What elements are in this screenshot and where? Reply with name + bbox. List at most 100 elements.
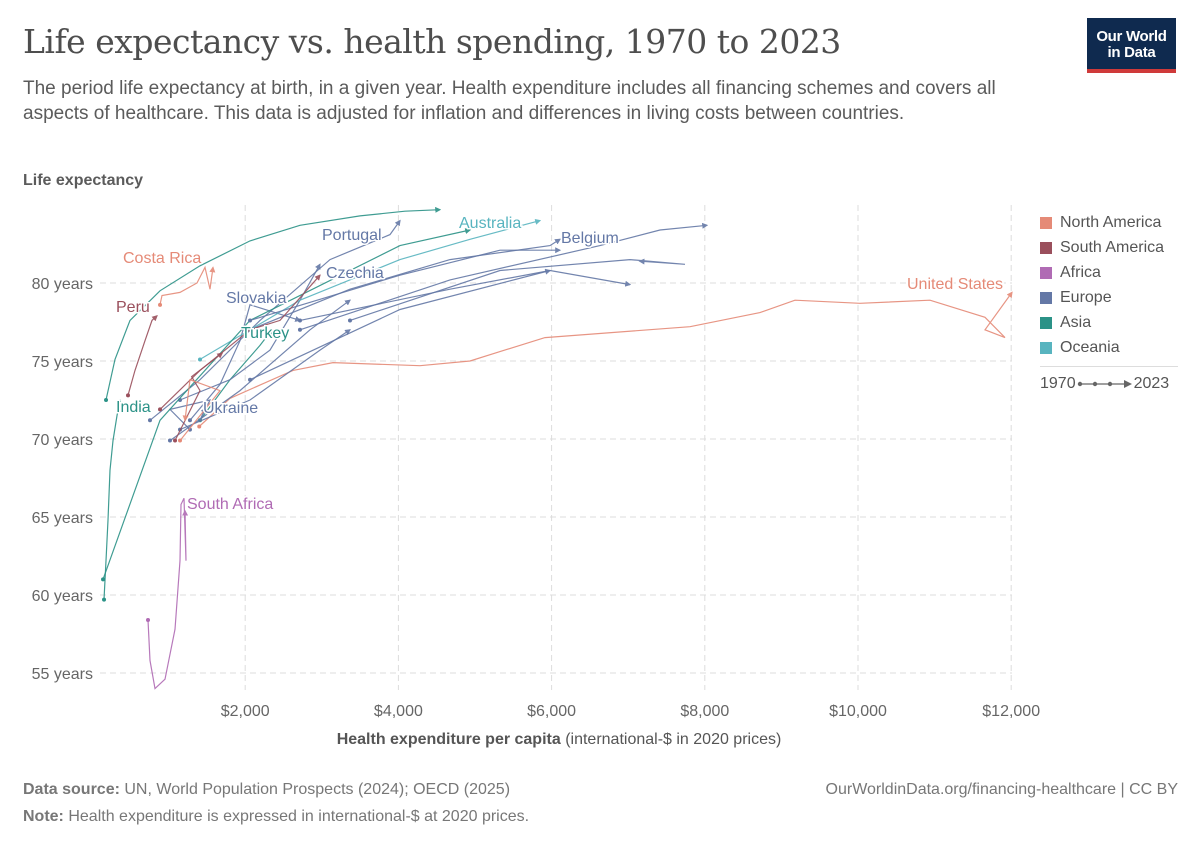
peru-start-point xyxy=(126,393,131,398)
legend-label: North America xyxy=(1060,213,1162,231)
time-start: 1970 xyxy=(1040,375,1076,392)
x-tick-label: $2,000 xyxy=(221,703,270,720)
legend-item-europe[interactable]: Europe xyxy=(1040,285,1178,310)
india-label: India xyxy=(116,399,151,416)
x-axis-label-units: (international-$ in 2020 prices) xyxy=(560,731,782,748)
portugal-line xyxy=(149,219,401,421)
legend-item-north-america[interactable]: North America xyxy=(1040,210,1178,235)
y-tick-label: 55 years xyxy=(32,666,93,683)
legend-item-oceania[interactable]: Oceania xyxy=(1040,335,1178,360)
portugal-label: Portugal xyxy=(322,227,382,244)
turkey-label: Turkey xyxy=(241,325,289,342)
series-14-start-point xyxy=(297,327,302,332)
chart-title: Life expectancy vs. health spending, 197… xyxy=(23,22,841,61)
y-tick-label: 75 years xyxy=(32,354,93,371)
x-tick-label: $10,000 xyxy=(829,703,887,720)
x-tick-label: $8,000 xyxy=(680,703,729,720)
legend-label: Africa xyxy=(1060,263,1101,281)
series-19-line xyxy=(169,299,351,442)
ukraine-line xyxy=(168,399,212,431)
logo-line-1: Our World xyxy=(1096,28,1167,45)
y-tick-label: 65 years xyxy=(32,510,93,527)
slovakia-start-point xyxy=(187,418,192,423)
costa-rica-label: Costa Rica xyxy=(123,250,201,267)
series-13-start-point xyxy=(101,577,106,582)
costa-rica-start-point xyxy=(158,302,163,307)
south-africa-start-point xyxy=(145,617,150,622)
costa-rica-line xyxy=(159,265,216,305)
legend-swatch xyxy=(1040,266,1052,279)
portugal-start-point xyxy=(147,418,152,423)
series-16-line xyxy=(299,269,632,321)
y-tick-label: 70 years xyxy=(32,432,93,449)
series-15-line xyxy=(349,258,686,321)
peru-line xyxy=(127,314,158,396)
note-label: Note: xyxy=(23,808,64,825)
y-axis-label: Life expectancy xyxy=(23,172,144,189)
australia-label: Australia xyxy=(459,215,521,232)
series-15-start-point xyxy=(347,318,352,323)
series-12-start-point xyxy=(104,398,109,402)
y-tick-label: 80 years xyxy=(32,276,93,293)
legend-divider xyxy=(1040,366,1178,367)
series-12-line xyxy=(105,206,442,401)
united-states-start-point xyxy=(197,424,202,429)
ukraine-label: Ukraine xyxy=(203,400,258,417)
series-17-line xyxy=(249,268,552,381)
x-tick-label: $6,000 xyxy=(527,703,576,720)
india-start-point xyxy=(102,597,107,602)
legend: North America South America Africa Europe As… xyxy=(1040,210,1178,393)
united-states-label: United States xyxy=(907,276,1003,293)
time-legend: 1970 2023 xyxy=(1040,375,1178,393)
south-africa-line xyxy=(147,498,189,690)
time-end: 2023 xyxy=(1133,375,1170,392)
united-states-line xyxy=(198,291,1013,427)
czechia-line xyxy=(179,263,321,401)
australia-line xyxy=(199,218,542,360)
india-line xyxy=(103,398,123,600)
x-tick-label: $4,000 xyxy=(374,703,423,720)
slovakia-label: Slovakia xyxy=(226,290,287,307)
series-20-line xyxy=(249,247,562,321)
legend-label: South America xyxy=(1060,238,1165,256)
note: Health expenditure is expressed in inter… xyxy=(68,808,530,825)
legend-swatch xyxy=(1040,241,1052,254)
belgium-line xyxy=(249,238,562,331)
series-22-start-point xyxy=(173,438,178,443)
chart-subtitle: The period life expectancy at birth, in … xyxy=(23,78,996,124)
series-14-line xyxy=(299,222,709,331)
belgium-label: Belgium xyxy=(561,230,619,247)
south-africa-label: South Africa xyxy=(187,496,273,513)
legend-item-africa[interactable]: Africa xyxy=(1040,260,1178,285)
series-19-start-point xyxy=(167,438,172,443)
source-label: Data source: xyxy=(23,781,120,798)
slovakia-line xyxy=(189,304,302,421)
logo-line-2: in Data xyxy=(1107,44,1156,61)
czechia-label: Czechia xyxy=(326,265,384,282)
legend-item-south-america[interactable]: South America xyxy=(1040,235,1178,260)
footer: Data source: UN, World Population Prospe… xyxy=(23,776,1178,830)
x-axis-label-main: Health expenditure per capita xyxy=(336,731,561,748)
turkey-line xyxy=(199,328,273,421)
legend-label: Oceania xyxy=(1060,338,1120,356)
series-23-start-point xyxy=(178,438,183,443)
source-url-link[interactable]: OurWorldinData.org/financing-healthcare … xyxy=(825,781,1178,798)
peru-label: Peru xyxy=(116,299,150,316)
series-21-start-point xyxy=(158,407,163,412)
legend-label: Europe xyxy=(1060,288,1112,306)
series-13-line xyxy=(102,228,472,580)
legend-item-asia[interactable]: Asia xyxy=(1040,310,1178,335)
x-axis-label: Health expenditure per capita (internati… xyxy=(0,731,1118,749)
data-source: UN, World Population Prospects (2024); O… xyxy=(124,781,511,798)
series-20-start-point xyxy=(248,318,253,323)
series-21-line xyxy=(159,274,321,410)
legend-swatch xyxy=(1040,341,1052,354)
legend-label: Asia xyxy=(1060,313,1092,331)
legend-swatch xyxy=(1040,216,1052,229)
legend-swatch xyxy=(1040,316,1052,329)
australia-start-point xyxy=(198,357,203,362)
series-23-line xyxy=(179,378,221,441)
owid-logo[interactable]: Our World in Data xyxy=(1087,18,1176,73)
series-16-start-point xyxy=(297,318,302,323)
